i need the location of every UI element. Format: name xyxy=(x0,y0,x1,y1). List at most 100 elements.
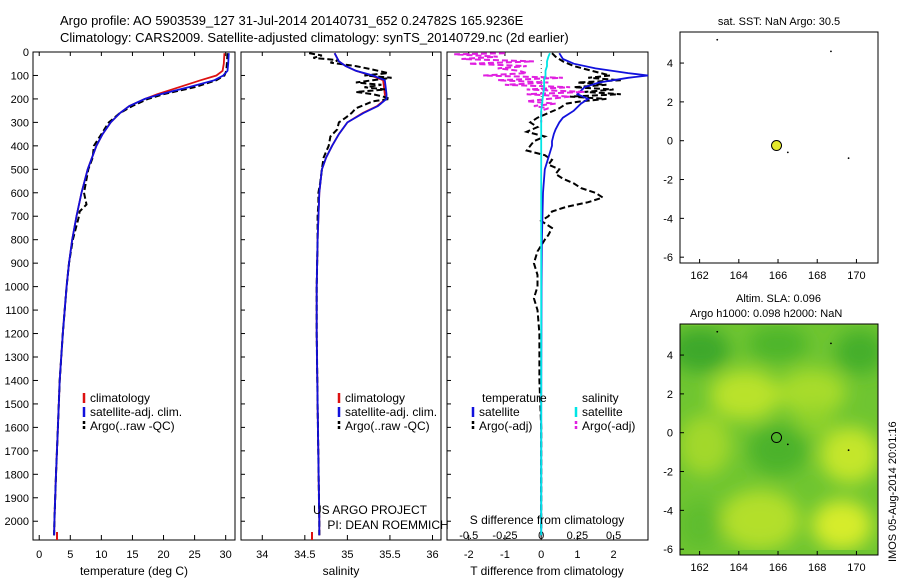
depth-tick-label: 200 xyxy=(11,94,29,106)
map-x-tick-label: 166 xyxy=(769,270,787,282)
depth-tick-label: 600 xyxy=(11,188,29,200)
depth-tick-label: 100 xyxy=(11,70,29,82)
profile-series xyxy=(53,52,649,540)
depth-tick-label: 1900 xyxy=(5,493,29,505)
depth-tick-label: 1700 xyxy=(5,446,29,458)
map-y-tick-label: -4 xyxy=(663,213,673,225)
x-tick-label: 0 xyxy=(538,549,544,561)
x-top-tick-label: -0.5 xyxy=(459,530,478,542)
temperature-panel-frame xyxy=(32,51,236,541)
depth-tick-label: 1400 xyxy=(5,375,29,387)
x-tick-label: -2 xyxy=(464,549,474,561)
salinity-panel-frame xyxy=(240,51,442,541)
temperature-argo-line xyxy=(53,53,229,536)
footer-stamp: IMOS 05-Aug-2014 20:01:16 xyxy=(887,421,899,562)
x-tick-label: 35.5 xyxy=(379,549,400,561)
map-x-tick-label: 164 xyxy=(730,562,748,574)
map-y-tick-label: 4 xyxy=(667,350,673,362)
depth-tick-label: 0 xyxy=(23,47,29,59)
header-line-1: Argo profile: AO 5903539_127 31-Jul-2014… xyxy=(60,13,524,28)
difference-xlabel-top: S difference from climatology xyxy=(470,513,625,527)
x-tick-label: 5 xyxy=(67,549,73,561)
argo-float-marker xyxy=(771,432,783,444)
depth-tick-label: 1100 xyxy=(5,305,29,317)
map-x-tick-label: 162 xyxy=(690,562,708,574)
sst-map-frame xyxy=(679,31,879,264)
depth-tick-label: 400 xyxy=(11,141,29,153)
map-y-tick-label: 2 xyxy=(667,97,673,109)
x-tick-label: 25 xyxy=(188,549,200,561)
legend-label: climatology xyxy=(345,391,405,405)
x-tick-label: 30 xyxy=(220,549,232,561)
header-line-2: Climatology: CARS2009. Satellite-adjuste… xyxy=(60,30,569,45)
depth-tick-label: 1300 xyxy=(5,352,29,364)
island-speck xyxy=(830,342,832,345)
x-tick-label: 15 xyxy=(126,549,138,561)
depth-tick-label: 1200 xyxy=(5,329,29,341)
salinity-climatology-line xyxy=(315,52,387,536)
legend-label: Argo(-adj) xyxy=(479,419,532,433)
sla-heatmap xyxy=(680,324,878,555)
depth-tick-label: 1000 xyxy=(5,282,29,294)
sst-map-title: sat. SST: NaN Argo: 30.5 xyxy=(718,16,840,28)
x-tick-label: 20 xyxy=(157,549,169,561)
island-speck xyxy=(830,50,832,53)
depth-tick-label: 700 xyxy=(11,211,29,223)
map-x-tick-label: 164 xyxy=(730,270,748,282)
depth-tick-label: 500 xyxy=(11,164,29,176)
map-y-tick-label: 0 xyxy=(667,428,673,440)
legend-label: climatology xyxy=(90,391,150,405)
island-speck xyxy=(716,330,719,333)
legend-label: Argo(..raw -QC) xyxy=(345,419,430,433)
depth-tick-label: 300 xyxy=(11,117,29,129)
depth-tick-label: 1500 xyxy=(5,399,29,411)
map-y-tick-label: -4 xyxy=(663,505,673,517)
x-tick-label: 34 xyxy=(256,549,268,561)
depth-tick-label: 800 xyxy=(11,235,29,247)
x-tick-label: 2 xyxy=(611,549,617,561)
x-tick-label: 34.5 xyxy=(294,549,315,561)
temperature-climatology-line xyxy=(53,53,226,536)
legend-label: satellite xyxy=(479,405,520,419)
legend-title-temperature: temperature xyxy=(482,391,547,405)
island-speck xyxy=(786,443,789,446)
difference-panel-frame xyxy=(446,51,649,541)
x-tick-label: 36 xyxy=(426,549,438,561)
map-x-tick-label: 168 xyxy=(808,562,826,574)
map-y-tick-label: 0 xyxy=(667,136,673,148)
depth-tick-label: 900 xyxy=(11,258,29,270)
sla-map-title: Altim. SLA: 0.096 xyxy=(736,293,821,305)
map-y-tick-label: 4 xyxy=(667,58,673,70)
map-markers xyxy=(716,38,850,452)
map-y-tick-label: -2 xyxy=(663,467,673,479)
map-y-tick-label: -6 xyxy=(663,252,673,264)
legend-label: satellite xyxy=(582,405,623,419)
salinity-satellite-line xyxy=(315,52,388,536)
legend-label: Argo(..raw -QC) xyxy=(90,419,175,433)
diff-temperature-satellite-line xyxy=(540,52,649,536)
map-x-tick-label: 162 xyxy=(690,270,708,282)
diff-salinity-satellite-line xyxy=(540,52,551,536)
argo-float-marker xyxy=(771,140,783,152)
sla-map-subtitle: Argo h1000: 0.098 h2000: NaN xyxy=(690,308,842,320)
island-speck xyxy=(847,157,850,160)
x-tick-label: 1 xyxy=(574,549,580,561)
project-annotation: US ARGO PROJECT xyxy=(313,503,428,517)
map-x-tick-label: 166 xyxy=(769,562,787,574)
axis-ticks: 0100200300400500600700800900100011001200… xyxy=(5,47,866,574)
depth-tick-label: 1800 xyxy=(5,469,29,481)
diff-salinity-argo-line xyxy=(454,52,585,123)
legend-title-salinity: salinity xyxy=(582,391,619,405)
legend-label: Argo(-adj) xyxy=(582,419,635,433)
legend-label: satellite-adj. clim. xyxy=(345,405,437,419)
map-x-tick-label: 170 xyxy=(847,270,865,282)
difference-xlabel: T difference from climatology xyxy=(470,564,624,578)
x-top-tick-label: 0.25 xyxy=(567,530,588,542)
x-top-tick-label: -0.25 xyxy=(492,530,517,542)
salinity-xlabel: salinity xyxy=(323,564,360,578)
map-x-tick-label: 170 xyxy=(847,562,865,574)
x-tick-label: -1 xyxy=(500,549,510,561)
depth-tick-label: 2000 xyxy=(5,516,29,528)
